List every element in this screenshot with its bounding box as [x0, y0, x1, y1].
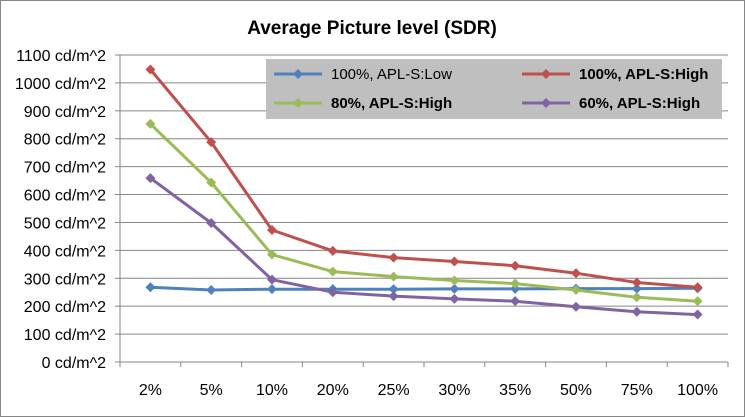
- data-point-marker: [631, 283, 642, 294]
- y-tick-label: 100 cd/m^2: [24, 327, 106, 344]
- x-tick-label: 50%: [560, 382, 592, 399]
- x-tick-label: 35%: [499, 382, 531, 399]
- series-line: [149, 122, 698, 303]
- y-tick-label: 1000 cd/m^2: [15, 76, 106, 93]
- axes: 0 cd/m^2 100 cd/m^2 200 cd/m^2 300 cd/m^2 40…: [15, 48, 729, 399]
- data-point-marker: [449, 293, 460, 304]
- data-point-marker: [267, 249, 277, 260]
- y-tick-label: 900 cd/m^2: [24, 104, 106, 121]
- legend-swatch-marker: [541, 98, 551, 108]
- data-point-marker: [571, 284, 581, 295]
- series-line: [149, 68, 698, 289]
- data-point-marker: [692, 282, 703, 293]
- legend-swatch-marker: [293, 69, 303, 79]
- data-point-marker: [692, 309, 703, 320]
- y-tick-label: 500 cd/m^2: [24, 215, 106, 232]
- data-point-marker: [267, 224, 277, 235]
- y-tick-label: 0 cd/m^2: [42, 355, 107, 372]
- data-point-marker: [449, 283, 460, 294]
- x-tick-label: 30%: [438, 382, 470, 399]
- chart-title: Average Picture level (SDR): [247, 18, 497, 39]
- series-line: [149, 176, 698, 317]
- legend: 100%, APL-S:Low 100%, APL-S:High 80%, APL-…: [266, 59, 722, 119]
- y-tick-label: 200 cd/m^2: [24, 299, 106, 316]
- x-tick-label: 2%: [139, 382, 162, 399]
- data-point-marker: [631, 306, 642, 317]
- y-tick-label: 700 cd/m^2: [24, 160, 106, 177]
- data-point-marker: [510, 296, 521, 307]
- data-point-marker: [206, 284, 217, 295]
- data-point-marker: [510, 260, 521, 271]
- legend-entry-label: 100%, APL-S:High: [579, 66, 708, 83]
- y-tick-label: 400 cd/m^2: [24, 243, 106, 260]
- legend-entry-label: 60%, APL-S:High: [579, 95, 700, 112]
- data-point-marker: [206, 137, 217, 148]
- data-point-marker: [631, 292, 642, 303]
- data-point-marker: [327, 245, 338, 256]
- legend-box: [266, 59, 722, 119]
- data-point-marker: [510, 283, 521, 294]
- x-tick-label: 25%: [378, 382, 410, 399]
- data-point-marker: [145, 173, 156, 184]
- data-point-marker: [267, 284, 277, 295]
- legend-swatch-marker: [293, 98, 303, 108]
- data-point-marker: [327, 266, 338, 277]
- series-lines: [145, 64, 703, 320]
- y-tick-label: 800 cd/m^2: [24, 132, 106, 149]
- data-point-marker: [388, 284, 399, 295]
- data-point-marker: [631, 277, 642, 288]
- data-point-marker: [145, 64, 156, 75]
- x-tick-label: 20%: [317, 382, 349, 399]
- legend-swatch-marker: [541, 69, 551, 79]
- data-point-marker: [388, 252, 399, 263]
- series-line: [150, 285, 698, 292]
- data-point-marker: [267, 274, 277, 285]
- legend-entry-label: 80%, APL-S:High: [331, 95, 452, 112]
- data-point-marker: [206, 177, 217, 188]
- x-tick-label: 10%: [256, 382, 288, 399]
- data-point-marker: [571, 268, 581, 279]
- y-tick-label: 1100 cd/m^2: [16, 48, 106, 65]
- data-point-marker: [327, 287, 338, 298]
- x-tick-label: 100%: [677, 382, 718, 399]
- y-tick-label: 300 cd/m^2: [24, 271, 106, 288]
- data-point-marker: [510, 278, 521, 289]
- data-point-marker: [388, 271, 399, 282]
- data-point-marker: [206, 218, 217, 229]
- data-point-marker: [571, 301, 581, 312]
- data-point-marker: [145, 282, 156, 293]
- data-point-marker: [692, 296, 703, 307]
- data-point-marker: [145, 118, 156, 129]
- y-tick-label: 600 cd/m^2: [24, 188, 106, 205]
- data-point-marker: [449, 275, 460, 286]
- legend-entry-label: 100%, APL-S:Low: [331, 66, 452, 83]
- data-point-marker: [388, 291, 399, 302]
- x-tick-label: 5%: [200, 382, 223, 399]
- data-point-marker: [449, 256, 460, 267]
- x-tick-label: 75%: [621, 382, 653, 399]
